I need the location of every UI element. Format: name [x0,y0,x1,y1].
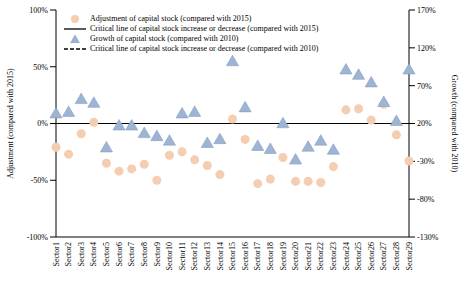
svg-text:-100%: -100% [27,233,49,242]
svg-text:Sector21: Sector21 [304,242,313,270]
html-text:Growth of capital stock (compa: Growth of capital stock (compared with 2… [90,34,239,43]
svg-text:100%: 100% [29,6,48,15]
html-text:Critical line of capital stock: Critical line of capital stock increase … [90,44,319,53]
svg-text:Sector3: Sector3 [77,242,86,266]
html-text:Adjustment of capital stock (c: Adjustment of capital stock (compared wi… [90,14,252,23]
svg-text:Sector23: Sector23 [329,242,338,270]
svg-text:Sector10: Sector10 [165,242,174,270]
svg-text:Sector15: Sector15 [228,242,237,270]
svg-text:Sector13: Sector13 [203,242,212,270]
svg-text:Sector22: Sector22 [316,242,325,270]
svg-text:Sector7: Sector7 [127,242,136,266]
svg-text:Sector4: Sector4 [90,242,99,266]
svg-text:Sector26: Sector26 [367,242,376,270]
svg-text:Sector12: Sector12 [190,242,199,270]
html-text:Critical line of capital stock: Critical line of capital stock increase … [90,24,319,33]
svg-text:-30%: -30% [417,157,435,166]
svg-text:170%: 170% [417,6,436,15]
svg-text:120%: 120% [417,44,436,53]
svg-text:Sector19: Sector19 [279,242,288,270]
svg-text:20%: 20% [417,119,432,128]
svg-text:Sector5: Sector5 [102,242,111,266]
svg-text:Sector24: Sector24 [342,242,351,270]
svg-text:Adjustment (compared with 2015: Adjustment (compared with 2015) [8,68,15,179]
svg-text:Sector17: Sector17 [253,242,262,270]
svg-text:-80%: -80% [417,195,435,204]
svg-text:Sector2: Sector2 [64,242,73,266]
svg-text:Sector29: Sector29 [405,242,414,270]
svg-text:Sector28: Sector28 [392,242,401,270]
svg-text:Sector11: Sector11 [178,242,187,270]
svg-text:Sector8: Sector8 [140,242,149,266]
svg-text:Sector9: Sector9 [153,242,162,266]
svg-text:-50%: -50% [31,176,49,185]
svg-text:Sector20: Sector20 [291,242,300,270]
svg-text:0%: 0% [37,119,48,128]
svg-text:50%: 50% [33,63,48,72]
svg-text:-130%: -130% [417,233,439,242]
svg-text:Sector1: Sector1 [52,242,61,266]
svg-text:Sector6: Sector6 [115,242,124,266]
svg-text:Sector18: Sector18 [266,242,275,270]
svg-text:Sector16: Sector16 [241,242,250,270]
svg-text:70%: 70% [417,82,432,91]
svg-text:Sector14: Sector14 [216,242,225,270]
svg-text:Sector25: Sector25 [354,242,363,270]
svg-text:Sector27: Sector27 [379,242,388,270]
svg-text:Growth (compared with 2010): Growth (compared with 2010) [450,75,459,173]
